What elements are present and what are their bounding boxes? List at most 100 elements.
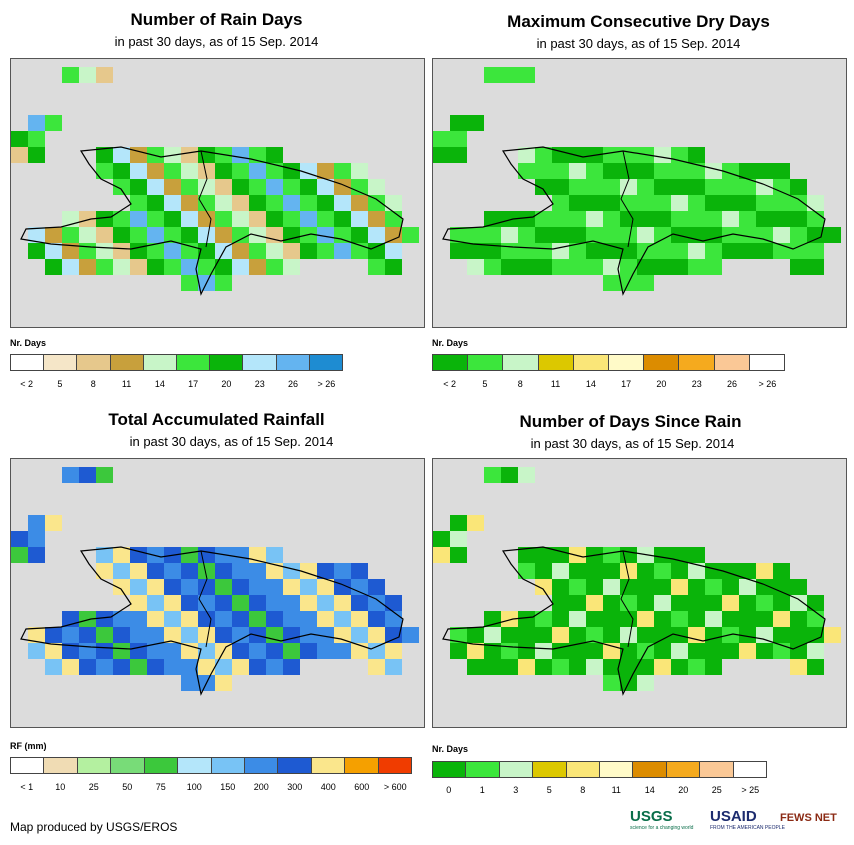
map-cell bbox=[215, 211, 232, 227]
map-cell bbox=[535, 227, 552, 243]
map-cell bbox=[368, 595, 385, 611]
legend-bar bbox=[10, 354, 343, 371]
map-cell bbox=[603, 211, 620, 227]
map-cell bbox=[739, 627, 756, 643]
legend-swatch bbox=[700, 762, 734, 777]
map-cell bbox=[283, 179, 300, 195]
legend-swatch bbox=[345, 758, 379, 773]
legend-swatch bbox=[749, 355, 785, 370]
map-cell bbox=[535, 659, 552, 675]
map-cell bbox=[552, 195, 569, 211]
map-cell bbox=[773, 211, 790, 227]
map-cell bbox=[28, 147, 45, 163]
map-cell bbox=[62, 659, 79, 675]
map-cell bbox=[654, 211, 671, 227]
map-cell bbox=[705, 627, 722, 643]
map-cell bbox=[249, 659, 266, 675]
map-cell bbox=[552, 643, 569, 659]
map-cell bbox=[368, 227, 385, 243]
map-cell bbox=[807, 195, 824, 211]
map-cell bbox=[334, 211, 351, 227]
legend-title: Nr. Days bbox=[432, 338, 469, 348]
map-cell bbox=[215, 611, 232, 627]
map-cell bbox=[215, 595, 232, 611]
map-cell bbox=[266, 579, 283, 595]
map-cell bbox=[688, 211, 705, 227]
legend-swatch bbox=[633, 762, 667, 777]
map-cell bbox=[654, 627, 671, 643]
map-cell bbox=[351, 211, 368, 227]
map-cell bbox=[756, 211, 773, 227]
legend-label: 20 bbox=[678, 785, 689, 795]
map-cell bbox=[603, 675, 620, 691]
map-cell bbox=[62, 67, 79, 83]
map-cell bbox=[28, 627, 45, 643]
map-cell bbox=[164, 659, 181, 675]
map-cell bbox=[164, 579, 181, 595]
legend-label: 0 bbox=[446, 785, 452, 795]
map-cell bbox=[181, 259, 198, 275]
map-cell bbox=[552, 211, 569, 227]
map-cell bbox=[501, 643, 518, 659]
map-cell bbox=[249, 211, 266, 227]
map-cell bbox=[164, 179, 181, 195]
map-cell bbox=[433, 147, 450, 163]
map-cell bbox=[164, 611, 181, 627]
map-cell bbox=[654, 643, 671, 659]
map-cell bbox=[518, 659, 535, 675]
legend-label: 26 bbox=[727, 379, 738, 389]
map-cell bbox=[130, 195, 147, 211]
map-cell bbox=[317, 163, 334, 179]
map-cell bbox=[501, 259, 518, 275]
map-cell bbox=[518, 227, 535, 243]
map-cell bbox=[586, 643, 603, 659]
map-cell bbox=[722, 595, 739, 611]
map-cell bbox=[688, 611, 705, 627]
map-cell bbox=[232, 659, 249, 675]
map-cell bbox=[45, 515, 62, 531]
map-cell bbox=[467, 515, 484, 531]
national-border bbox=[620, 550, 634, 648]
map-cell bbox=[45, 627, 62, 643]
map-cell bbox=[433, 531, 450, 547]
map-cell bbox=[688, 179, 705, 195]
map-cell bbox=[147, 595, 164, 611]
map-cell bbox=[620, 595, 637, 611]
legend-swatch bbox=[609, 355, 645, 370]
map-cell bbox=[790, 259, 807, 275]
map-cell bbox=[198, 211, 215, 227]
map-cell bbox=[283, 227, 300, 243]
map-cell bbox=[637, 659, 654, 675]
map-cell bbox=[603, 659, 620, 675]
map-cell bbox=[351, 195, 368, 211]
legend-title: Nr. Days bbox=[10, 338, 47, 348]
total-rainfall-map bbox=[10, 458, 425, 728]
panel-subtitle: in past 30 days, as of 15 Sep. 2014 bbox=[530, 436, 735, 451]
map-cell bbox=[181, 195, 198, 211]
legend-label: 17 bbox=[621, 379, 632, 389]
legend-swatch bbox=[77, 758, 112, 773]
map-cell bbox=[113, 579, 130, 595]
map-cell bbox=[552, 547, 569, 563]
map-cell bbox=[688, 547, 705, 563]
map-cell bbox=[773, 595, 790, 611]
hispaniola-outline bbox=[442, 146, 826, 296]
legend-label: 300 bbox=[287, 782, 303, 792]
map-cell bbox=[586, 179, 603, 195]
map-cell bbox=[552, 595, 569, 611]
map-cell bbox=[586, 259, 603, 275]
map-grid bbox=[11, 67, 419, 296]
map-cell bbox=[368, 611, 385, 627]
map-cell bbox=[705, 243, 722, 259]
legend-label: 3 bbox=[513, 785, 519, 795]
map-cell bbox=[181, 563, 198, 579]
map-cell bbox=[147, 243, 164, 259]
legend-swatch bbox=[77, 355, 111, 370]
map-cell bbox=[739, 163, 756, 179]
map-cell bbox=[113, 179, 130, 195]
map-cell bbox=[552, 179, 569, 195]
map-cell bbox=[249, 611, 266, 627]
map-cell bbox=[688, 643, 705, 659]
map-cell bbox=[807, 611, 824, 627]
map-cell bbox=[637, 163, 654, 179]
